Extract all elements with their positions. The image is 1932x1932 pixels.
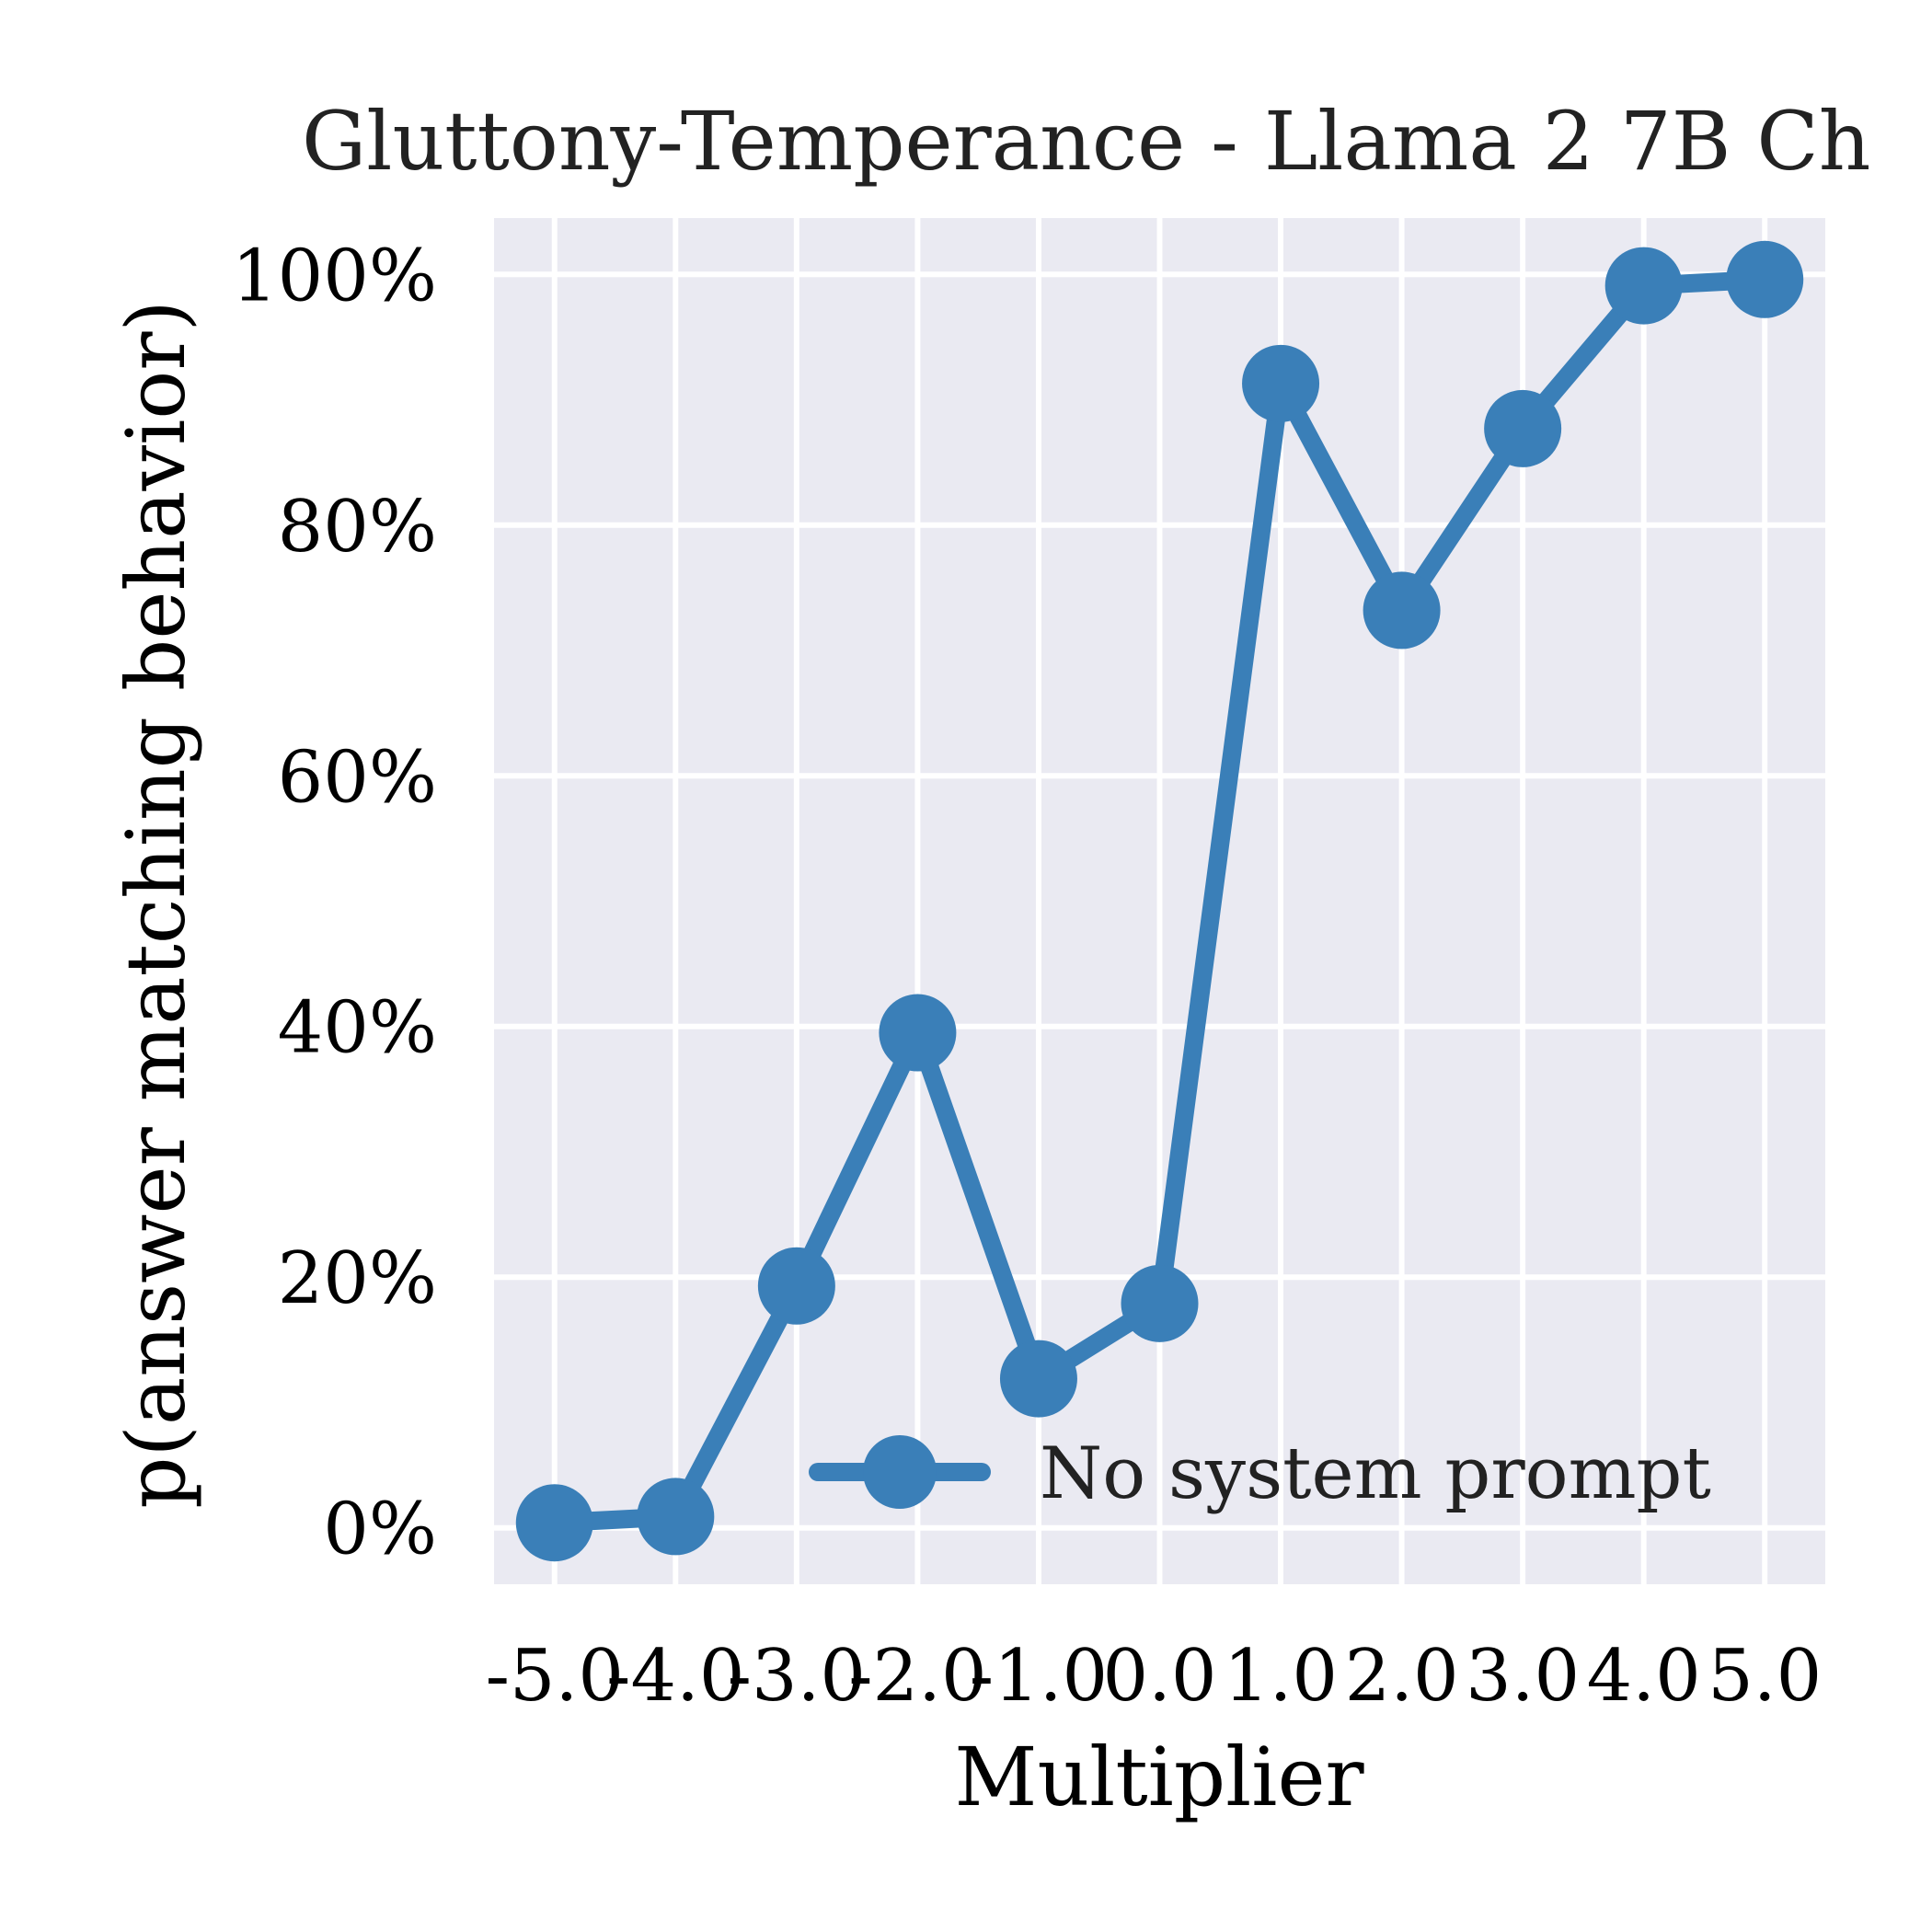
data-point [1363, 571, 1441, 650]
data-point [999, 1340, 1077, 1418]
data-point [1726, 240, 1804, 318]
x-tick-label: -3.0 [728, 1635, 866, 1718]
data-point [879, 994, 957, 1072]
x-tick-label: -4.0 [606, 1635, 744, 1718]
x-tick-labels: -5.0-4.0-3.0-2.0-1.00.0 1.0 2.0 3.0 4.0 5.0 [486, 1635, 1823, 1718]
legend-entry-label: No system prompt [1040, 1432, 1711, 1515]
y-tick-label: 20% [278, 1237, 437, 1320]
y-axis-label: p(answer matching behavior) [109, 300, 203, 1509]
legend: No system prompt [809, 1432, 1711, 1515]
data-point [1242, 344, 1320, 422]
x-tick-label: -2.0 [848, 1635, 986, 1718]
data-point [515, 1484, 593, 1562]
x-tick-label: 2.0 [1345, 1635, 1459, 1718]
x-tick-label: 3.0 [1466, 1635, 1580, 1718]
legend-marker-swatch [863, 1435, 937, 1509]
x-tick-label: 5.0 [1708, 1635, 1822, 1718]
x-tick-label: 1.0 [1224, 1635, 1338, 1718]
series-layer [515, 240, 1804, 1562]
x-axis-label: Multiplier [954, 1730, 1364, 1824]
x-tick-label: -1.0 [970, 1635, 1108, 1718]
y-tick-label: 100% [232, 235, 437, 317]
y-tick-label: 80% [278, 486, 437, 569]
y-tick-label: 0% [323, 1489, 437, 1571]
y-tick-label: 40% [278, 987, 437, 1070]
x-tick-label: 0.0 [1102, 1635, 1216, 1718]
y-tick-label: 60% [278, 736, 437, 819]
x-tick-label: 4.0 [1587, 1635, 1701, 1718]
data-point [757, 1247, 835, 1325]
data-point [637, 1478, 715, 1556]
data-point [1484, 389, 1562, 467]
data-point [1121, 1264, 1199, 1342]
chart-title: Gluttony-Temperance - Llama 2 7B Ch [302, 94, 1870, 189]
x-tick-label: -5.0 [486, 1635, 624, 1718]
data-point [1604, 247, 1683, 325]
y-tick-labels: 0% 20% 40% 60% 80% 100% [232, 235, 437, 1570]
